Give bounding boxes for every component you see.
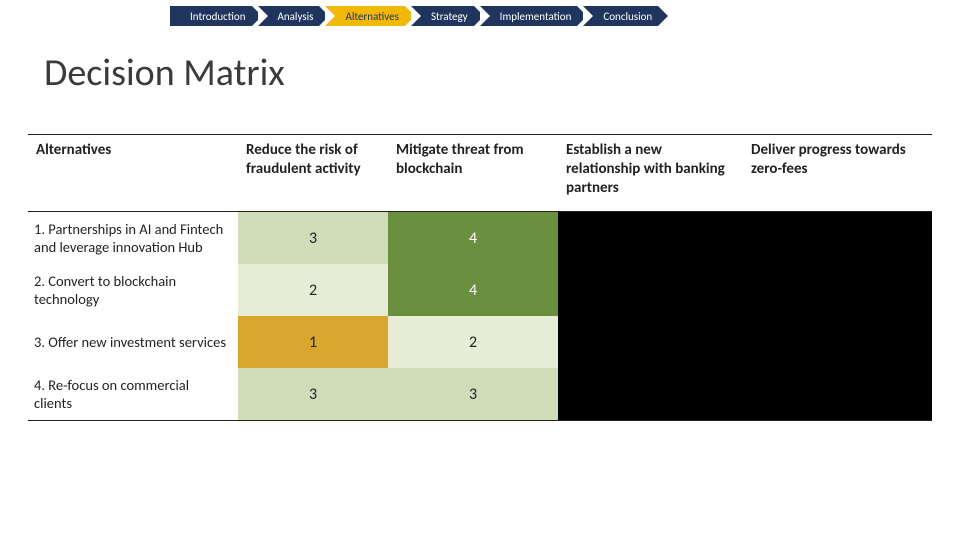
score-cell: 2 [238, 264, 388, 316]
col-header-criterion: Mitigate threat from blockchain [388, 135, 558, 211]
redacted-cell [558, 316, 743, 368]
decision-matrix: AlternativesReduce the risk of fraudulen… [28, 134, 932, 421]
nav-step-label: Conclusion [603, 10, 652, 23]
nav-step-introduction[interactable]: Introduction [170, 6, 262, 26]
nav-step-alternatives[interactable]: Alternatives [325, 6, 414, 26]
col-header-alternatives: Alternatives [28, 135, 238, 211]
alternative-label: 2. Convert to blockchain technology [28, 264, 238, 316]
score-cell: 1 [238, 316, 388, 368]
redacted-cell [558, 212, 743, 264]
score-cell: 3 [238, 368, 388, 420]
score-cell: 3 [388, 368, 558, 420]
breadcrumb-nav: Introduction Analysis Alternatives Strategy… [0, 0, 960, 32]
nav-step-label: Alternatives [345, 10, 398, 23]
alternative-label: 4. Re-focus on commercial clients [28, 368, 238, 420]
page-title: Decision Matrix [0, 32, 960, 120]
redacted-cell [743, 212, 932, 264]
nav-step-label: Analysis [278, 10, 314, 23]
nav-step-label: Strategy [431, 10, 468, 23]
nav-step-label: Introduction [190, 10, 246, 23]
score-cell: 2 [388, 316, 558, 368]
col-header-criterion: Reduce the risk of fraudulent activity [238, 135, 388, 211]
table-header-row: AlternativesReduce the risk of fraudulen… [28, 135, 932, 212]
nav-step-conclusion[interactable]: Conclusion [583, 6, 668, 26]
col-header-criterion: Deliver progress towards zero-fees [743, 135, 932, 211]
score-cell: 3 [238, 212, 388, 264]
redacted-cell [558, 264, 743, 316]
redacted-cell [558, 368, 743, 420]
nav-step-analysis[interactable]: Analysis [258, 6, 330, 26]
alternative-label: 1. Partnerships in AI and Fintech and le… [28, 212, 238, 264]
alternative-label: 3. Offer new investment services [28, 316, 238, 368]
nav-step-strategy[interactable]: Strategy [411, 6, 484, 26]
table-row: 1. Partnerships in AI and Fintech and le… [28, 212, 932, 264]
score-cell: 4 [388, 264, 558, 316]
score-cell: 4 [388, 212, 558, 264]
col-header-criterion: Establish a new relationship with bankin… [558, 135, 743, 211]
redacted-cell [743, 264, 932, 316]
redacted-cell [743, 316, 932, 368]
table-row: 2. Convert to blockchain technology24 [28, 264, 932, 316]
nav-step-label: Implementation [500, 10, 572, 23]
table-row: 4. Re-focus on commercial clients33 [28, 368, 932, 420]
table-row: 3. Offer new investment services12 [28, 316, 932, 368]
nav-step-implementation[interactable]: Implementation [480, 6, 588, 26]
redacted-cell [743, 368, 932, 420]
